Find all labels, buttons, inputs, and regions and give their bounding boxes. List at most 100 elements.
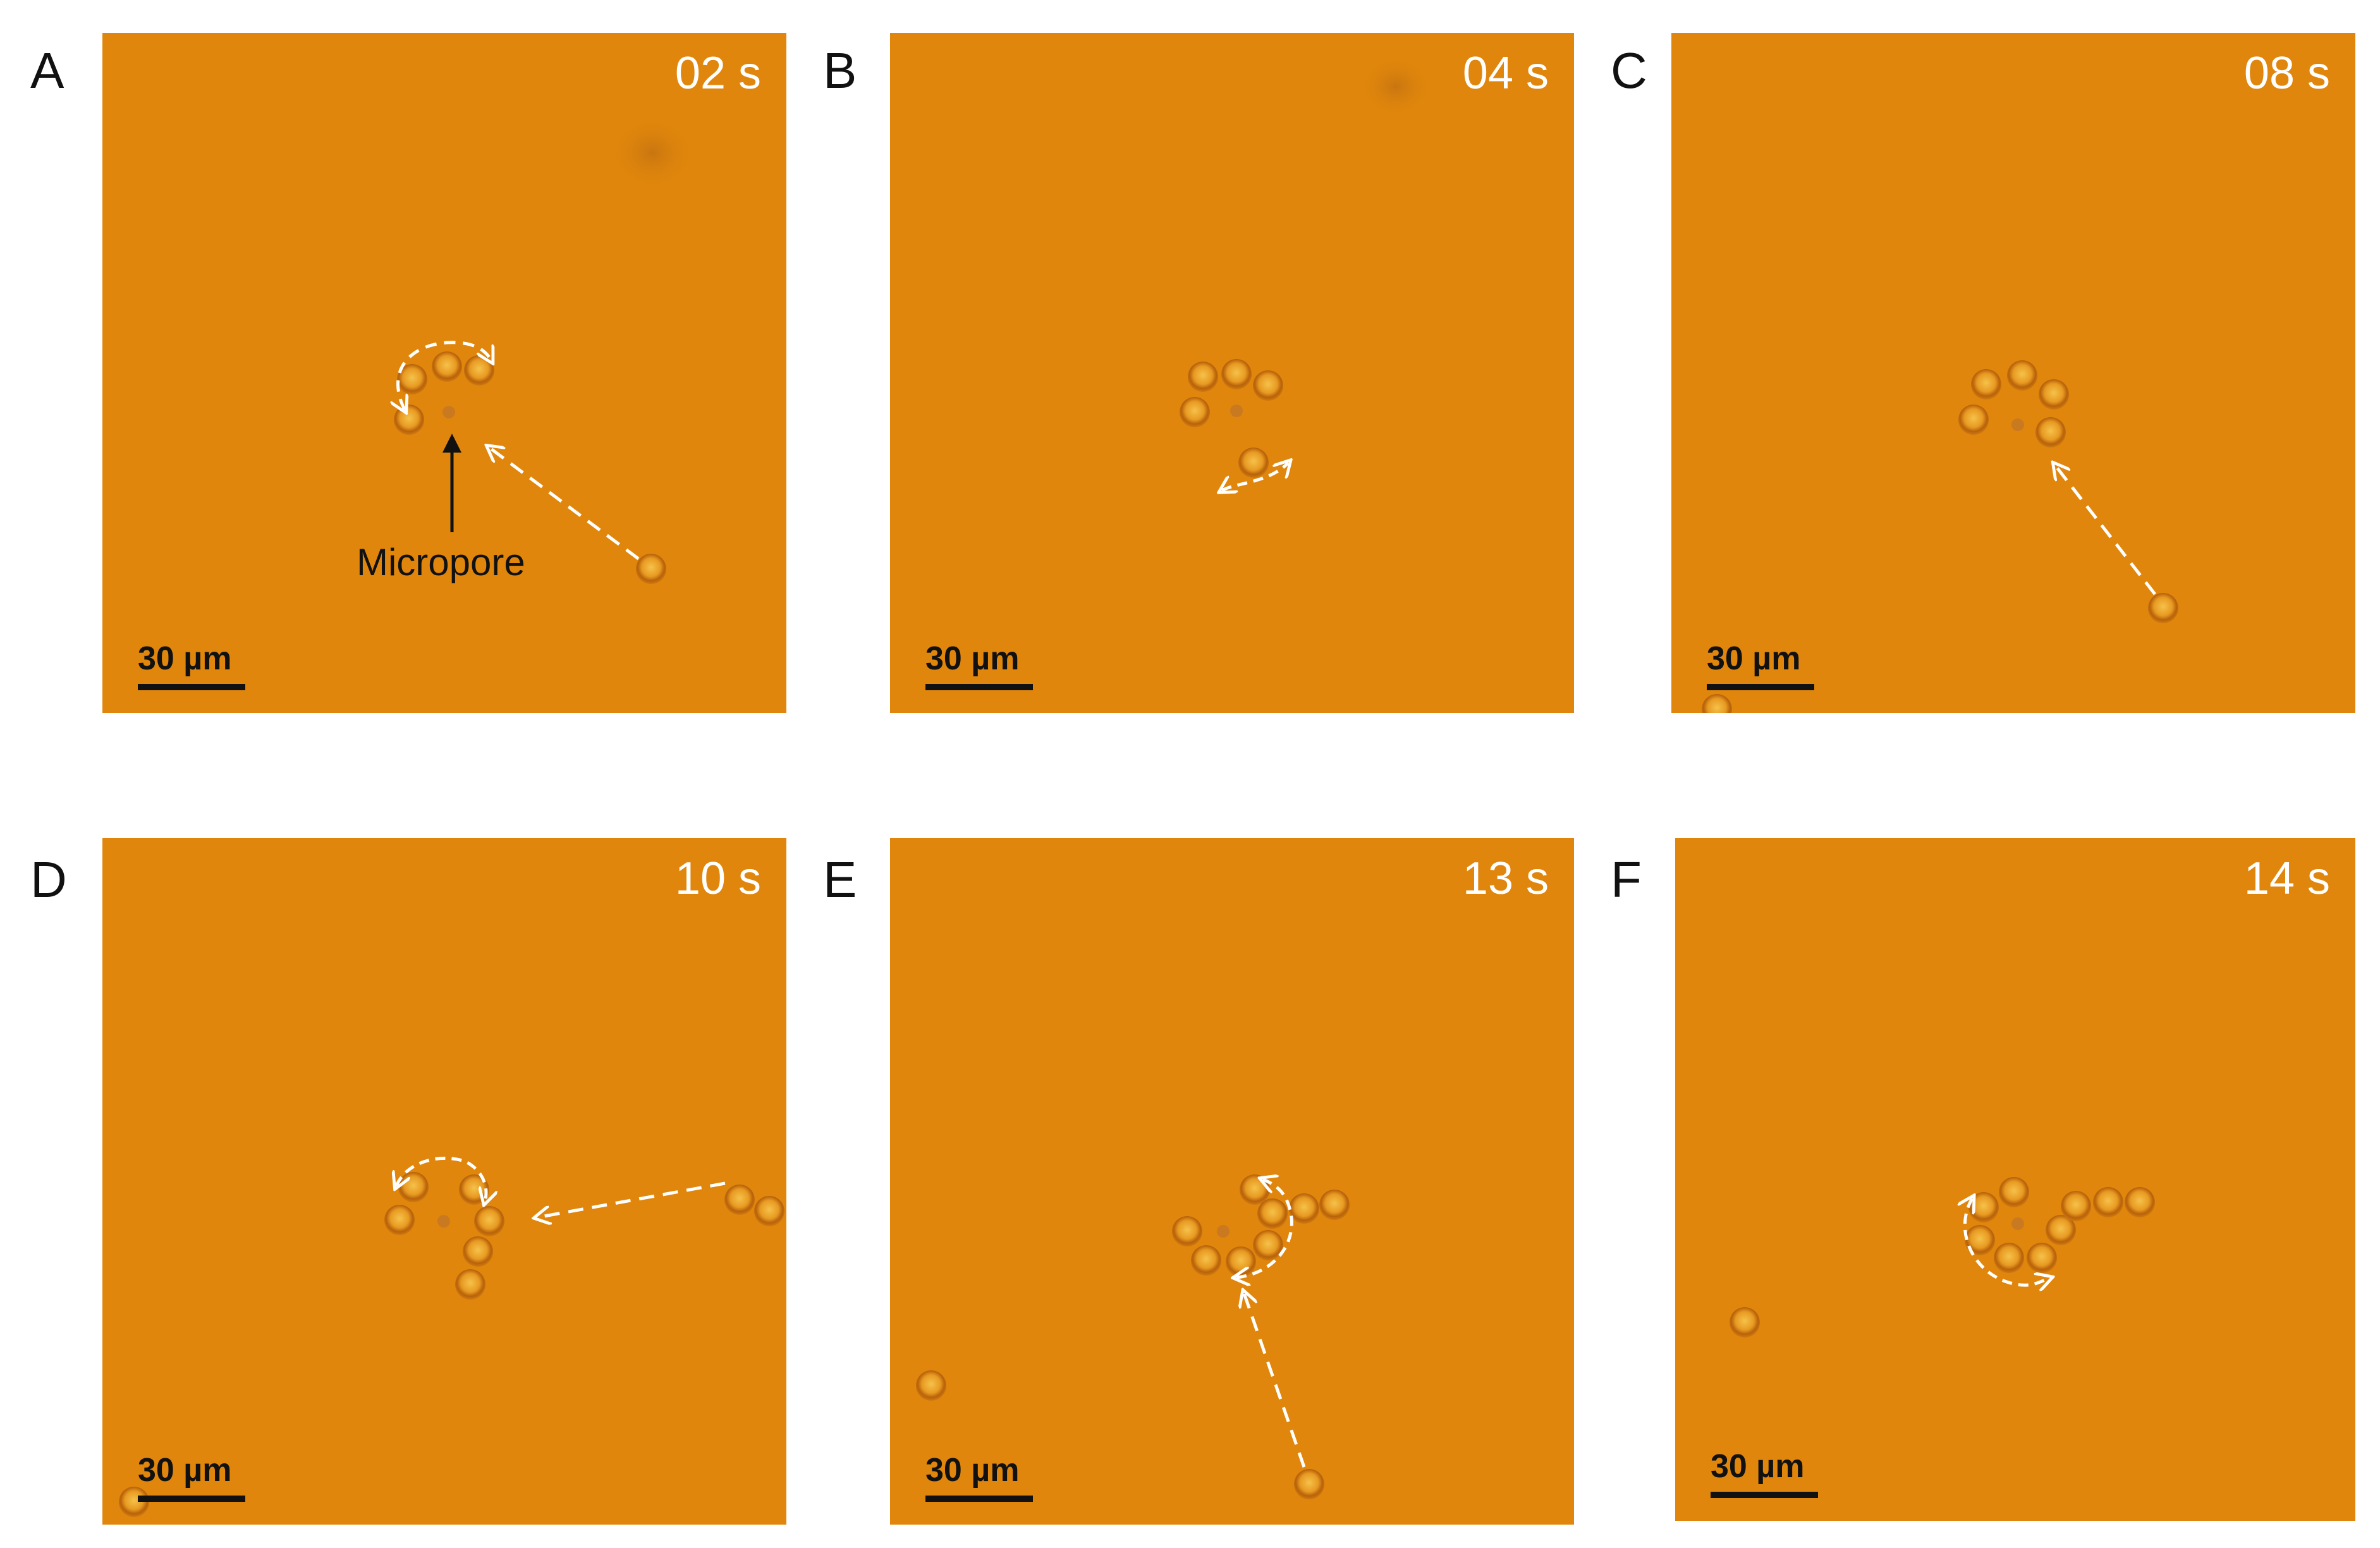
- particle-cluster: [916, 1174, 1350, 1499]
- particle: [1221, 359, 1252, 389]
- particle: [2007, 360, 2037, 391]
- defocus-blob: [1358, 55, 1434, 118]
- panel-letter-a: A: [30, 42, 64, 99]
- time-label: 08 s: [2243, 48, 2330, 99]
- particle: [2035, 417, 2066, 448]
- micrograph-panel-e: 13 s 30 µm: [890, 838, 1574, 1525]
- scale-bar-line: [1707, 684, 1814, 690]
- particle: [1294, 1469, 1324, 1499]
- micropore-marker: [2011, 418, 2024, 431]
- particle: [724, 1185, 755, 1215]
- particle: [1994, 1243, 2024, 1273]
- particle: [754, 1196, 784, 1226]
- particle: [1289, 1193, 1319, 1224]
- particle: [463, 1236, 493, 1267]
- trajectory-arrow: [1244, 1293, 1306, 1468]
- micrograph-e-drawing: [916, 838, 1350, 1499]
- time-label: 13 s: [1462, 853, 1549, 904]
- scale-bar-label: 30 µm: [138, 1452, 232, 1489]
- micrograph-f-drawing: [1730, 1177, 2155, 1338]
- particle: [1319, 1190, 1350, 1220]
- scale-bar-label: 30 µm: [925, 640, 1020, 677]
- panel-letter-f: F: [1611, 851, 1642, 908]
- rotation-arrow: [398, 341, 491, 410]
- micrograph-d-drawing: [119, 1157, 784, 1517]
- particle: [455, 1269, 485, 1300]
- scale-bar-label: 30 µm: [1707, 640, 1801, 677]
- particle: [2027, 1243, 2057, 1273]
- particle: [398, 1172, 429, 1202]
- scale-bar-label: 30 µm: [925, 1452, 1020, 1489]
- micropore-marker: [437, 1215, 450, 1228]
- micrograph-panel-d: 10 s 30 µm: [102, 838, 786, 1525]
- particle: [1188, 362, 1218, 392]
- particle: [384, 1205, 415, 1235]
- micrograph-panel-a: Micropore 02 s 30 µm: [102, 33, 786, 713]
- micropore-marker: [1230, 405, 1243, 417]
- particle-cluster: [1702, 360, 2178, 713]
- defocus-blob: [608, 115, 697, 191]
- particle: [1257, 1198, 1288, 1229]
- particle: [1191, 1245, 1221, 1276]
- micrograph-b-drawing: [1180, 55, 1434, 713]
- scale-bar: 30 µm: [925, 1454, 1033, 1502]
- scale-bar-label: 30 µm: [1711, 1448, 1805, 1485]
- panel-letter-e: E: [823, 851, 857, 908]
- micropore-marker: [1217, 1225, 1230, 1238]
- particle: [2125, 1187, 2155, 1217]
- scale-bar: 30 µm: [138, 642, 245, 690]
- particle: [1238, 448, 1269, 478]
- scale-bar-line: [138, 1496, 245, 1502]
- particle: [1730, 1307, 1760, 1338]
- particle: [2039, 379, 2069, 410]
- particle: [2061, 1191, 2091, 1221]
- scale-bar: 30 µm: [1711, 1450, 1818, 1498]
- particle: [1971, 369, 2001, 399]
- particle: [1999, 1177, 2029, 1207]
- particle: [394, 405, 424, 435]
- micrograph-c-drawing: [1702, 360, 2178, 713]
- scale-bar: 30 µm: [1707, 642, 1814, 690]
- particle: [474, 1206, 504, 1236]
- particle: [1226, 1246, 1256, 1277]
- rotation-arrow: [1236, 1179, 1293, 1277]
- time-label: 14 s: [2243, 853, 2330, 904]
- micrograph-a-drawing: [102, 115, 697, 584]
- particle: [2093, 1187, 2123, 1217]
- particle-cluster: [1730, 1177, 2155, 1338]
- particle: [916, 1370, 946, 1401]
- particle: [2148, 593, 2178, 623]
- scale-bar-line: [925, 1496, 1033, 1502]
- particle: [1253, 1230, 1283, 1260]
- rotation-arrow: [1222, 463, 1288, 491]
- particle: [119, 1487, 149, 1517]
- trajectory-arrow: [489, 448, 640, 561]
- panel-letter-d: D: [30, 851, 67, 908]
- particle: [1253, 370, 1283, 401]
- micropore-label: Micropore: [357, 541, 525, 583]
- time-label: 04 s: [1462, 48, 1549, 99]
- panel-letter-c: C: [1611, 42, 1647, 99]
- particle: [636, 554, 666, 584]
- time-label: 02 s: [674, 48, 761, 99]
- micrograph-panel-f: 14 s 30 µm: [1675, 838, 2355, 1521]
- micrograph-panel-c: 08 s 30 µm: [1671, 33, 2355, 713]
- particle: [464, 355, 494, 386]
- scale-bar-line: [138, 684, 245, 690]
- scale-bar-line: [925, 684, 1033, 690]
- micropore-marker: [442, 406, 455, 418]
- rotation-arrow: [396, 1157, 486, 1202]
- micrograph-panel-b: 04 s 30 µm: [890, 33, 1574, 713]
- scale-bar: 30 µm: [138, 1454, 245, 1502]
- trajectory-arrow: [537, 1181, 726, 1217]
- scale-bar-label: 30 µm: [138, 640, 232, 677]
- particle: [1968, 1192, 1999, 1222]
- rotation-arrow: [1965, 1198, 2049, 1285]
- particle-cluster: [1180, 359, 1283, 478]
- scale-bar-line: [1711, 1492, 1818, 1498]
- particle: [1180, 397, 1210, 427]
- scale-bar: 30 µm: [925, 642, 1033, 690]
- particle: [432, 351, 462, 382]
- trajectory-arrow: [2055, 465, 2156, 595]
- particle: [1702, 694, 1732, 713]
